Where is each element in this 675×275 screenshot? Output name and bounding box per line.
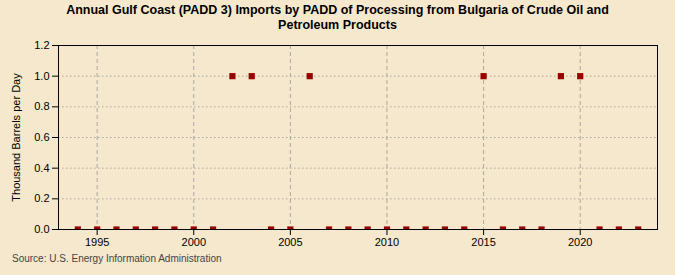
svg-text:2020: 2020: [568, 236, 592, 248]
svg-text:1995: 1995: [85, 236, 109, 248]
svg-text:0.4: 0.4: [34, 162, 49, 174]
svg-text:0.8: 0.8: [34, 100, 49, 112]
svg-text:2010: 2010: [375, 236, 399, 248]
svg-text:Thousand Barrels per Day: Thousand Barrels per Day: [10, 73, 22, 202]
html-text:Source: U.S. Energy Informatio: Source: U.S. Energy Information Administ…: [12, 253, 222, 264]
svg-text:1.0: 1.0: [34, 70, 49, 82]
svg-text:2015: 2015: [471, 236, 495, 248]
html-text:Annual Gulf Coast (PADD 3) Imp: Annual Gulf Coast (PADD 3) Imports by PA…: [66, 3, 609, 32]
svg-text:0.2: 0.2: [34, 192, 49, 204]
svg-text:1.2: 1.2: [34, 39, 49, 51]
svg-text:2000: 2000: [182, 236, 206, 248]
svg-text:0.6: 0.6: [34, 131, 49, 143]
svg-text:2005: 2005: [278, 236, 302, 248]
svg-text:0.0: 0.0: [34, 223, 49, 235]
